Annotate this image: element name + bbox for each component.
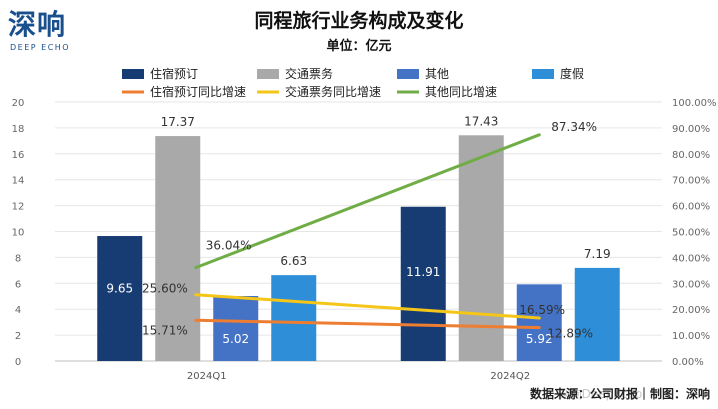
y-tick-label: 10 — [12, 228, 25, 239]
bar-data-label: 5.92 — [526, 332, 553, 346]
line — [194, 318, 541, 330]
y2-tick-label: 30.00% — [672, 279, 710, 290]
y2-tick-label: 40.00% — [672, 253, 710, 264]
bar — [400, 206, 446, 361]
line-series — [194, 133, 541, 330]
y-axis-left: 0 2 4 6 8 10 12 14 16 18 20 — [12, 98, 25, 368]
bar — [271, 275, 317, 361]
line — [194, 293, 541, 320]
y2-tick-label: 100.00% — [672, 98, 717, 109]
y2-tick-label: 90.00% — [672, 124, 710, 135]
bar — [97, 236, 143, 361]
legend-swatch — [122, 69, 144, 79]
legend-label: 交通票务同比增速 — [285, 84, 381, 99]
y2-tick-label: 0.00% — [672, 357, 704, 368]
y-tick-label: 18 — [12, 124, 25, 135]
y-axis-right: 0.00% 10.00% 20.00% 30.00% 40.00% 50.00% 60.00… — [672, 98, 717, 368]
line-data-label: 12.89% — [547, 327, 593, 341]
x-tick-label: 2024Q2 — [490, 371, 530, 382]
gridlines — [55, 101, 662, 362]
y-tick-label: 16 — [12, 150, 25, 161]
legend-label: 其他同比增速 — [425, 85, 497, 99]
y2-tick-label: 50.00% — [672, 228, 710, 239]
y-tick-label: 2 — [15, 331, 21, 342]
brand-logo: 深响 DEEP ECHO — [8, 8, 70, 52]
y2-tick-label: 20.00% — [672, 305, 710, 316]
bar-data-label: 6.63 — [280, 254, 307, 268]
legend-swatch — [532, 69, 554, 79]
source-note: 数据来源：公司财报｜制图：深响 — [530, 386, 710, 401]
legend-label: 住宿预订同比增速 — [150, 84, 246, 99]
legend-label: 其他 — [425, 67, 449, 81]
legend-label: 住宿预订 — [150, 66, 198, 81]
x-tick-label: 2024Q1 — [187, 371, 227, 382]
bar — [155, 136, 201, 361]
legend-swatch — [257, 69, 279, 79]
y-tick-label: 4 — [15, 305, 21, 316]
y2-tick-label: 10.00% — [672, 331, 710, 342]
y2-tick-label: 80.00% — [672, 150, 710, 161]
watermark: 深响DeepEcho — [558, 386, 643, 401]
bar — [458, 135, 504, 361]
bar-series — [97, 135, 620, 361]
brand-logo-cn: 深响 — [8, 8, 66, 41]
bar-data-label: 7.19 — [584, 247, 611, 261]
y-tick-label: 14 — [12, 176, 25, 187]
y-tick-label: 6 — [15, 279, 21, 290]
y-tick-label: 8 — [15, 253, 21, 264]
chart-title: 同程旅行业务构成及变化 — [254, 9, 463, 32]
line-data-label: 25.60% — [142, 282, 188, 296]
bar — [516, 284, 562, 361]
bar — [213, 295, 259, 361]
bar-data-label: 17.43 — [464, 114, 498, 128]
legend-swatch — [397, 69, 419, 79]
line-data-label: 36.04% — [206, 239, 252, 253]
bar-data-label: 5.02 — [222, 332, 249, 346]
bar-data-label: 11.91 — [406, 265, 440, 279]
brand-logo-en: DEEP ECHO — [10, 43, 70, 52]
y-tick-label: 20 — [12, 98, 25, 109]
x-axis: 2024Q1 2024Q2 — [187, 371, 530, 382]
legend-label: 度假 — [560, 66, 584, 81]
y-tick-label: 0 — [15, 357, 21, 368]
y2-tick-label: 60.00% — [672, 202, 710, 213]
line-data-label: 16.59% — [519, 303, 565, 317]
bar — [574, 267, 620, 361]
legend-label: 交通票务 — [285, 66, 333, 81]
data-labels: 9.65 11.91 17.37 17.43 5.02 5.92 6.63 7.19 15.71… — [106, 114, 610, 346]
line-data-label: 87.34% — [551, 120, 597, 134]
y-tick-label: 12 — [12, 202, 25, 213]
line — [194, 133, 541, 270]
bar-data-label: 9.65 — [106, 281, 133, 295]
y2-tick-label: 70.00% — [672, 176, 710, 187]
chart-subtitle: 单位：亿元 — [326, 38, 391, 54]
line-data-label: 15.71% — [142, 323, 188, 337]
bar-data-label: 17.37 — [161, 115, 195, 129]
